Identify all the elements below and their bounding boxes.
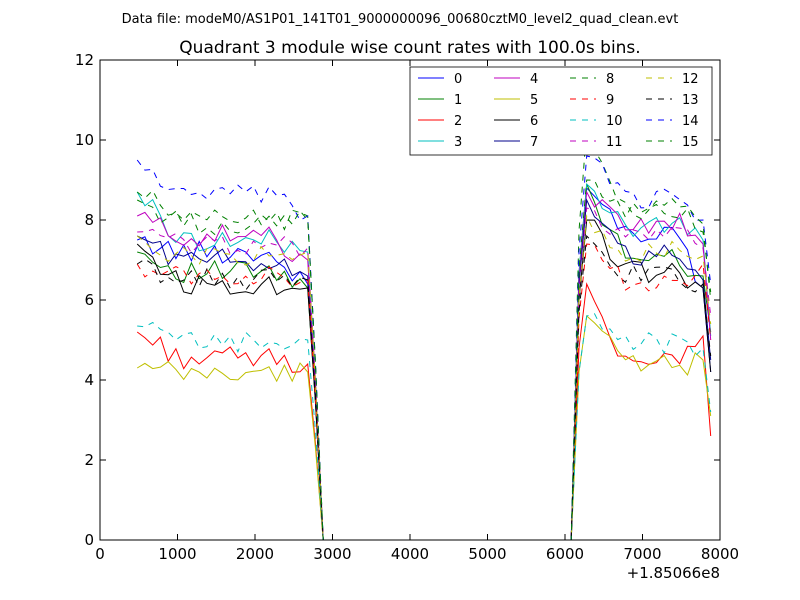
legend-label-9: 9 — [606, 93, 614, 108]
x-tick-label: 3000 — [313, 545, 351, 563]
legend-label-4: 4 — [530, 72, 538, 87]
legend-label-13: 13 — [682, 93, 699, 108]
legend-label-11: 11 — [606, 135, 623, 150]
y-tick-label: 10 — [75, 131, 94, 149]
x-tick-label: 8000 — [701, 545, 739, 563]
series-line-9 — [136, 243, 712, 541]
legend-frame — [409, 66, 713, 156]
series-line-14 — [136, 155, 712, 541]
x-tick-label: 7000 — [623, 545, 661, 563]
legend-label-5: 5 — [530, 93, 538, 108]
legend-label-3: 3 — [454, 135, 462, 150]
legend-label-14: 14 — [682, 114, 699, 129]
y-tick-label: 6 — [84, 291, 94, 309]
x-offset-label: +1.85066e8 — [627, 564, 720, 582]
legend-label-8: 8 — [606, 72, 614, 87]
legend-label-6: 6 — [530, 114, 538, 129]
x-tick-label: 4000 — [391, 545, 429, 563]
series-line-7 — [136, 198, 712, 541]
x-tick-label: 5000 — [468, 545, 506, 563]
x-tick-label: 6000 — [546, 545, 584, 563]
y-tick-label: 4 — [84, 371, 94, 389]
legend-label-15: 15 — [682, 135, 699, 150]
series-line-11 — [137, 207, 712, 541]
series-line-8 — [136, 127, 712, 541]
series-line-6 — [136, 219, 712, 541]
y-tick-label: 12 — [75, 51, 94, 69]
y-tick-label: 0 — [84, 531, 94, 549]
series-line-12 — [136, 214, 712, 541]
legend-label-0: 0 — [454, 72, 462, 87]
x-tick-label: 2000 — [236, 545, 274, 563]
chart-title: Quadrant 3 module wise count rates with … — [179, 38, 640, 58]
plot-lines — [136, 127, 712, 541]
legend-label-1: 1 — [454, 93, 462, 108]
y-tick-label: 2 — [84, 451, 94, 469]
legend-label-2: 2 — [454, 114, 462, 129]
legend-label-7: 7 — [530, 135, 538, 150]
series-line-15 — [136, 179, 712, 541]
x-axis: 0 1000 2000 3000 4000 5000 6000 7000 8000 — [95, 60, 739, 563]
legend-label-10: 10 — [606, 114, 623, 129]
series-line-5 — [136, 315, 712, 541]
x-tick-label: 0 — [95, 545, 105, 563]
legend-label-12: 12 — [682, 72, 699, 87]
x-tick-label: 1000 — [158, 545, 196, 563]
data-file-header: Data file: modeM0/AS1P01_141T01_90000000… — [122, 12, 679, 27]
series-line-3 — [136, 182, 712, 541]
y-tick-label: 8 — [84, 211, 94, 229]
series-line-13 — [136, 234, 712, 541]
series-line-4 — [136, 190, 712, 541]
